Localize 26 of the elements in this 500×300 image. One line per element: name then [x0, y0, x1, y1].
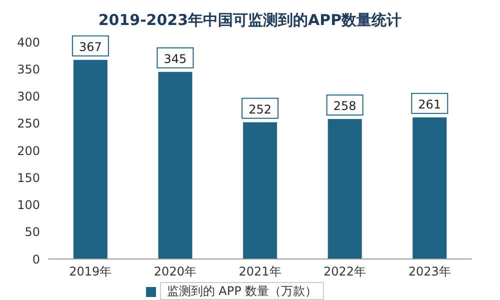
x-tick-label: 2020年 [154, 264, 196, 279]
y-tick-label: 100 [17, 198, 40, 212]
data-label: 345 [164, 52, 187, 66]
y-tick-label: 50 [24, 225, 40, 240]
chart-title: 2019-2023年中国可监测到的APP数量统计 [97, 10, 403, 31]
bar [243, 122, 278, 259]
x-tick-label: 2023年 [408, 264, 451, 279]
data-label: 367 [78, 40, 102, 54]
bar [328, 119, 362, 259]
y-tick-label: 400 [17, 35, 40, 50]
bar [73, 60, 108, 259]
x-tick-label: 2021年 [238, 264, 282, 279]
y-tick-label: 350 [17, 62, 40, 76]
y-tick-label: 0 [32, 252, 40, 266]
x-tick-label: 2022年 [324, 264, 366, 279]
x-tick-label: 2019年 [69, 264, 112, 279]
data-label: 261 [418, 97, 442, 112]
y-tick-label: 200 [17, 144, 40, 158]
y-tick-label: 150 [17, 170, 40, 185]
y-tick-label: 250 [17, 116, 40, 131]
y-tick-label: 300 [17, 90, 40, 104]
data-label: 252 [248, 102, 272, 116]
legend-label: 监测到的 APP 数量（万款） [160, 282, 324, 300]
bar [412, 117, 447, 259]
bar [158, 72, 192, 259]
data-label: 258 [333, 99, 356, 114]
